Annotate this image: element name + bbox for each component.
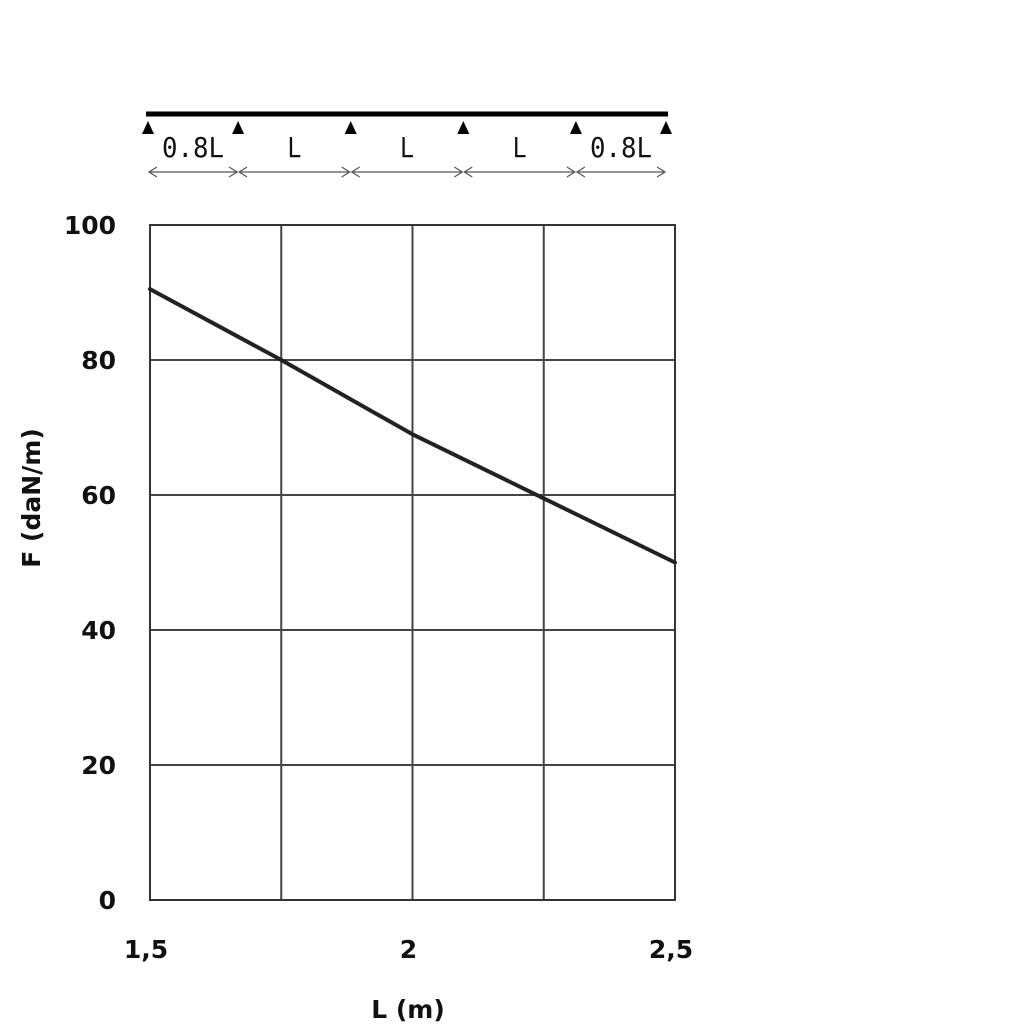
support-triangle-icon bbox=[660, 121, 672, 134]
y-tick-labels: 0 20 40 60 80 100 bbox=[64, 211, 116, 915]
span-label: L bbox=[400, 131, 414, 164]
span-label: 0.8L bbox=[162, 131, 224, 164]
dimension-arrow-icon bbox=[656, 166, 667, 178]
y-axis-title: F (daN/m) bbox=[17, 428, 46, 568]
dimension-arrow-icon bbox=[228, 166, 239, 178]
x-tick-label: 1,5 bbox=[124, 935, 168, 964]
dimension-arrow-icon bbox=[350, 166, 361, 178]
line-chart: 0 20 40 60 80 100 1,5 2 2,5 L (m) F (daN/m) bbox=[17, 211, 693, 1024]
grid bbox=[150, 225, 675, 900]
x-tick-label: 2,5 bbox=[649, 935, 693, 964]
support-triangle-icon bbox=[457, 121, 470, 134]
dimension-arrow-icon bbox=[575, 166, 586, 178]
y-tick-label: 80 bbox=[81, 346, 116, 375]
x-axis-title: L (m) bbox=[371, 995, 445, 1024]
y-tick-label: 60 bbox=[81, 481, 116, 510]
span-dimensions bbox=[147, 166, 667, 178]
y-tick-label: 100 bbox=[64, 211, 116, 240]
support-triangle-icon bbox=[232, 121, 245, 134]
span-labels: 0.8L L L L 0.8L bbox=[162, 131, 652, 164]
series-line bbox=[148, 287, 677, 565]
dimension-arrow-icon bbox=[463, 166, 473, 178]
dimension-arrow-icon bbox=[147, 166, 158, 178]
dimension-arrow-icon bbox=[453, 166, 464, 178]
dimension-arrow-icon bbox=[341, 166, 351, 178]
beam-diagram: 0.8L L L L 0.8L bbox=[142, 111, 672, 178]
span-label: 0.8L bbox=[590, 131, 652, 164]
dimension-arrow-icon bbox=[566, 166, 577, 178]
y-tick-label: 40 bbox=[81, 616, 116, 645]
span-label: L bbox=[287, 131, 301, 164]
y-tick-label: 20 bbox=[81, 751, 116, 780]
span-label: L bbox=[513, 131, 527, 164]
dimension-arrow-icon bbox=[237, 166, 248, 178]
support-triangle-icon bbox=[569, 121, 582, 134]
y-tick-label: 0 bbox=[99, 886, 116, 915]
x-tick-label: 2 bbox=[400, 935, 417, 964]
supports bbox=[142, 121, 672, 134]
support-triangle-icon bbox=[344, 121, 357, 134]
support-triangle-icon bbox=[142, 121, 154, 134]
x-tick-labels: 1,5 2 2,5 bbox=[124, 935, 693, 964]
